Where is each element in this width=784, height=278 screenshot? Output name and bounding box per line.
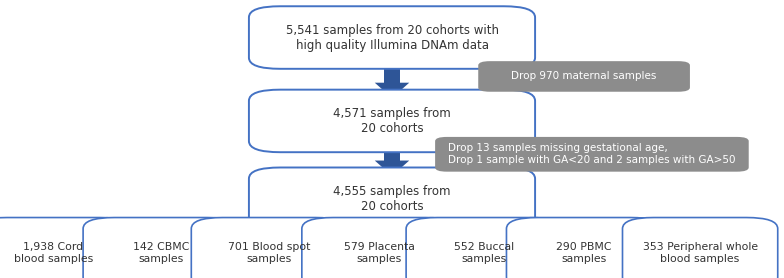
FancyBboxPatch shape: [506, 217, 662, 278]
Text: 353 Peripheral whole
blood samples: 353 Peripheral whole blood samples: [643, 242, 757, 264]
FancyBboxPatch shape: [0, 217, 131, 278]
Text: 1,938 Cord
blood samples: 1,938 Cord blood samples: [13, 242, 93, 264]
FancyBboxPatch shape: [249, 6, 535, 69]
Polygon shape: [384, 141, 400, 160]
Text: 552 Buccal
samples: 552 Buccal samples: [454, 242, 514, 264]
Text: 5,541 samples from 20 cohorts with
high quality Illumina DNAm data: 5,541 samples from 20 cohorts with high …: [285, 24, 499, 51]
FancyBboxPatch shape: [406, 217, 561, 278]
Text: 579 Placenta
samples: 579 Placenta samples: [344, 242, 415, 264]
FancyBboxPatch shape: [83, 217, 238, 278]
Text: 290 PBMC
samples: 290 PBMC samples: [557, 242, 612, 264]
Polygon shape: [384, 58, 400, 83]
Text: Drop 970 maternal samples: Drop 970 maternal samples: [511, 71, 657, 81]
Text: 4,571 samples from
20 cohorts: 4,571 samples from 20 cohorts: [333, 107, 451, 135]
FancyBboxPatch shape: [249, 167, 535, 230]
FancyBboxPatch shape: [478, 61, 690, 92]
FancyBboxPatch shape: [191, 217, 347, 278]
Text: 142 CBMC
samples: 142 CBMC samples: [132, 242, 189, 264]
FancyBboxPatch shape: [302, 217, 457, 278]
Text: 701 Blood spot
samples: 701 Blood spot samples: [227, 242, 310, 264]
FancyBboxPatch shape: [622, 217, 778, 278]
Polygon shape: [375, 160, 409, 176]
Text: Drop 13 samples missing gestational age,
Drop 1 sample with GA<20 and 2 samples : Drop 13 samples missing gestational age,…: [448, 143, 735, 165]
Polygon shape: [375, 83, 409, 98]
FancyBboxPatch shape: [249, 90, 535, 152]
FancyBboxPatch shape: [435, 137, 749, 172]
Text: 4,555 samples from
20 cohorts: 4,555 samples from 20 cohorts: [333, 185, 451, 213]
